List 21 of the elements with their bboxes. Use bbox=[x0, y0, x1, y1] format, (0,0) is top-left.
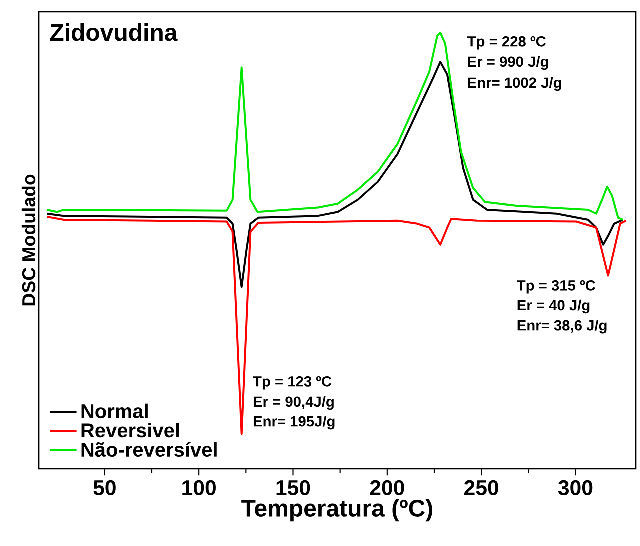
x-tick-label: 100 bbox=[182, 480, 216, 496]
annotation: Enr= 195J/g bbox=[254, 416, 335, 430]
x-tick-label: 200 bbox=[370, 480, 404, 496]
x-axis-title: Temperatura (ºC) bbox=[242, 499, 432, 522]
x-tick-label: 150 bbox=[276, 480, 310, 496]
annotation: Tp = 123 ºC bbox=[253, 376, 332, 390]
x-tick-label: 50 bbox=[94, 480, 116, 496]
annotation: Tp = 228 ºC bbox=[467, 36, 546, 50]
chart-title: Zidovudina bbox=[50, 24, 178, 42]
annotation: Er = 40 J/g bbox=[518, 300, 590, 314]
annotation: Er = 90,4J/g bbox=[254, 396, 334, 410]
y-axis-title: DSC Modulado bbox=[22, 174, 36, 306]
legend-label: Reversivel bbox=[82, 422, 180, 438]
legend-label: Normal bbox=[82, 404, 148, 419]
x-tick-label: 250 bbox=[464, 480, 498, 496]
annotation: Enr= 38,6 J/g bbox=[518, 320, 607, 334]
annotation: Enr= 1002 J/g bbox=[468, 77, 562, 92]
x-tick-label: 300 bbox=[558, 480, 593, 496]
annotation: Tp = 315 ºC bbox=[517, 280, 596, 294]
annotation: Er = 990 J/g bbox=[468, 56, 548, 70]
legend-label: Não-reversível bbox=[82, 442, 217, 458]
